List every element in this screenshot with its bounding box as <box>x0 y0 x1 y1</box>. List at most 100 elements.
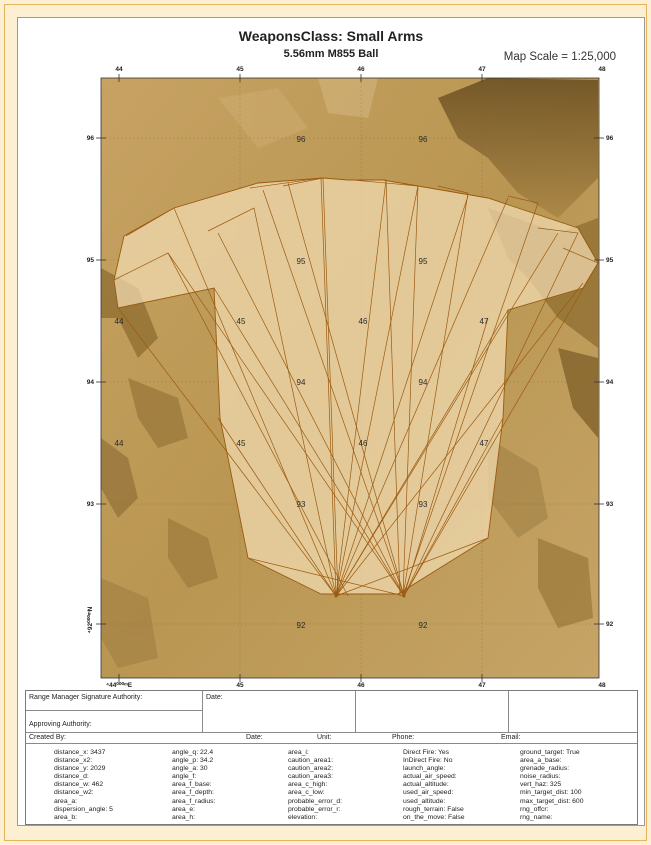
param-field: distance_d: <box>54 773 89 781</box>
param-field: dispersion_angle: 5 <box>54 805 113 813</box>
firing-point-east <box>402 594 406 598</box>
param-field: used_altitude: <box>403 797 446 805</box>
grid-label: 92 <box>419 621 428 630</box>
easting-top-47: 47 <box>478 66 486 73</box>
grid-label: 45 <box>237 439 246 448</box>
grid-label: 46 <box>359 439 368 448</box>
grid-label: 96 <box>297 135 306 144</box>
grid-label: 94 <box>297 378 306 387</box>
signature-authority-label: Range Manager Signature Authority: <box>29 694 143 701</box>
param-field: elevation: <box>288 813 318 821</box>
param-field: area_c_high: <box>288 781 328 789</box>
param-field: actual_altitude: <box>403 781 449 789</box>
params-column-fire: Direct Fire: Yes InDirect Fire: No launc… <box>403 749 465 822</box>
param-field: distance_w2: <box>54 789 94 797</box>
map-subtitle: 5.56mm M855 Ball <box>283 48 379 60</box>
param-field: angle_q: 22.4 <box>172 749 214 756</box>
map-border <box>100 77 600 679</box>
param-field: Direct Fire: Yes <box>403 749 450 756</box>
easting-bottom-46: 46 <box>357 682 365 689</box>
param-field: grenade_radius: <box>520 765 570 773</box>
grid-label: 92 <box>297 621 306 630</box>
param-field: area_e: <box>172 805 196 813</box>
date-label: Date: <box>206 694 223 701</box>
param-field: noise_radius: <box>520 773 561 781</box>
param-field: probable_error_d: <box>288 797 343 805</box>
param-field: rng_offcr: <box>520 805 549 813</box>
page-frame: WeaponsClass: Small Arms 5.56mm M855 Bal… <box>4 4 647 841</box>
northing-right-94: 94 <box>606 379 614 386</box>
grid-label: 46 <box>359 317 368 326</box>
param-field: area_b: <box>54 813 78 821</box>
param-field: area_f_radius: <box>172 797 216 805</box>
unit-label: Unit: <box>317 734 332 741</box>
edge-ticks <box>96 74 604 682</box>
param-field: vert_haz: 325 <box>520 781 562 789</box>
easting-top-45: 45 <box>236 66 244 73</box>
grid-label: 93 <box>297 500 306 509</box>
range-map: 44 45 46 47 48 ⁴44⁰⁰⁰ᵐE 45 46 47 48 96 9… <box>86 66 614 689</box>
param-field: launch_angle: <box>403 765 446 773</box>
param-field: on_the_move: False <box>403 813 465 821</box>
params-column-distance: distance_x: 3437 distance_x2: distance_y… <box>54 749 113 822</box>
northing-left-93: 93 <box>87 501 95 508</box>
params-column-angle: angle_q: 22.4 angle_p: 34.2 angle_a: 30 … <box>172 749 215 822</box>
northing-left-96: 96 <box>87 135 95 142</box>
param-field: rng_name: <box>520 813 553 821</box>
grid-label: 96 <box>419 135 428 144</box>
param-field: area_a: <box>54 797 78 805</box>
param-field: caution_area1: <box>288 757 333 765</box>
easting-bottom-47: 47 <box>478 682 486 689</box>
param-field: actual_air_speed: <box>403 773 457 781</box>
param-field: angle_a: 30 <box>172 765 208 773</box>
param-field: distance_x: 3437 <box>54 749 106 756</box>
params-column-target: ground_target: True area_a_base: grenade… <box>520 749 583 822</box>
param-field: distance_y: 2029 <box>54 765 106 773</box>
approving-authority-label: Approving Authority: <box>29 721 92 728</box>
grid-label: 44 <box>115 317 124 326</box>
param-field: area_f_base: <box>172 781 212 789</box>
grid-label: 94 <box>419 378 428 387</box>
param-field: area_f_depth: <box>172 789 214 797</box>
params-column-area: area_i: caution_area1: caution_area2: ca… <box>288 749 342 822</box>
email-label: Email: <box>501 734 521 741</box>
easting-bottom-48: 48 <box>598 682 606 689</box>
grid-label: 47 <box>480 317 489 326</box>
surface-danger-zone <box>113 177 599 598</box>
map-title: WeaponsClass: Small Arms <box>238 28 424 44</box>
map-scale-label: Map Scale = 1:25,000 <box>503 51 616 63</box>
param-field: ground_target: True <box>520 749 580 756</box>
date-label-created: Date: <box>246 734 263 741</box>
firing-point-west <box>334 594 338 598</box>
easting-top-44: 44 <box>115 66 123 73</box>
grid-label: 44 <box>115 439 124 448</box>
phone-label: Phone: <box>392 734 415 741</box>
range-info-form: Range Manager Signature Authority: Date:… <box>25 690 638 825</box>
param-field: caution_area2: <box>288 765 333 773</box>
param-field: area_h: <box>172 813 196 821</box>
param-field: angle_p: 34.2 <box>172 757 214 765</box>
grid-label: 95 <box>297 257 306 266</box>
param-field: area_c_low: <box>288 789 325 797</box>
param-field: angle_f: <box>172 773 197 781</box>
param-field: used_air_speed: <box>403 789 454 797</box>
northing-right-95: 95 <box>606 257 614 264</box>
northing-right-93: 93 <box>606 501 614 508</box>
grid-label: 95 <box>419 257 428 266</box>
easting-bottom-45: 45 <box>236 682 244 689</box>
map-sheet: WeaponsClass: Small Arms 5.56mm M855 Bal… <box>17 17 645 826</box>
easting-bottom-44: ⁴44⁰⁰⁰ᵐE <box>106 681 133 689</box>
param-field: area_i: <box>288 749 309 756</box>
param-field: caution_area3: <box>288 773 333 781</box>
easting-top-46: 46 <box>357 66 365 73</box>
param-field: distance_w: 462 <box>54 781 104 789</box>
param-field: InDirect Fire: No <box>403 757 453 765</box>
grid-label: 45 <box>237 317 246 326</box>
northing-left-94: 94 <box>87 379 95 386</box>
grid-label: 47 <box>480 439 489 448</box>
northing-left-92: ⁴92⁰⁰⁰ᵐN <box>86 606 94 633</box>
param-field: min_target_dist: 100 <box>520 789 582 797</box>
easting-top-48: 48 <box>598 66 606 73</box>
northing-right-96: 96 <box>606 135 614 142</box>
created-by-label: Created By: <box>29 734 66 741</box>
